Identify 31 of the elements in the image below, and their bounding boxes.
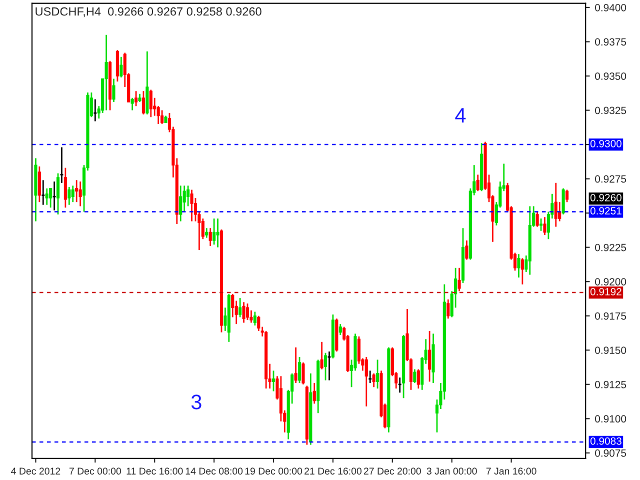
y-tick-label: 0.9400: [595, 4, 626, 12]
ref-line-label: 0.9192: [590, 288, 622, 296]
y-tick-label: 0.9075: [595, 449, 626, 457]
annotation: 3: [191, 394, 202, 410]
annotation: 4: [455, 108, 466, 123]
x-tick-label: 11 Dec 16:00: [126, 468, 183, 475]
y-tick-label: 0.9175: [595, 312, 626, 320]
chart-title: USDCHF,H4 0.9266 0.9267 0.9258 0.9260: [36, 7, 262, 18]
x-tick-label: 19 Dec 00:00: [245, 468, 302, 475]
candlestick: [52, 180, 56, 212]
x-tick-label: 7 Jan 16:00: [486, 468, 536, 475]
x-tick-label: 7 Dec 00:00: [69, 468, 121, 475]
x-tick-label: 14 Dec 08:00: [186, 468, 243, 475]
y-tick-label: 0.9325: [595, 106, 626, 114]
ref-line-label: 0.9300: [590, 140, 622, 148]
ref-line-label: 0.9251: [590, 207, 622, 214]
y-tick-label: 0.9350: [595, 72, 626, 80]
y-tick-label: 0.9375: [595, 38, 626, 46]
ref-line-label: 0.9083: [590, 437, 622, 445]
y-tick-label: 0.9225: [595, 244, 626, 252]
y-tick-label: 0.9275: [595, 175, 626, 183]
x-tick-label: 4 Dec 2012: [11, 468, 60, 475]
x-tick-label: 21 Dec 16:00: [304, 468, 362, 475]
x-tick-label: 3 Jan 00:00: [426, 468, 477, 475]
y-tick-label: 0.9200: [595, 278, 626, 286]
y-tick-label: 0.9100: [595, 415, 626, 423]
x-tick-label: 27 Dec 20:00: [364, 468, 421, 475]
y-tick-label: 0.9125: [595, 380, 626, 388]
y-tick-label: 0.9150: [595, 346, 626, 354]
text: 0.9260: [590, 194, 622, 202]
candlestick: [60, 146, 64, 184]
